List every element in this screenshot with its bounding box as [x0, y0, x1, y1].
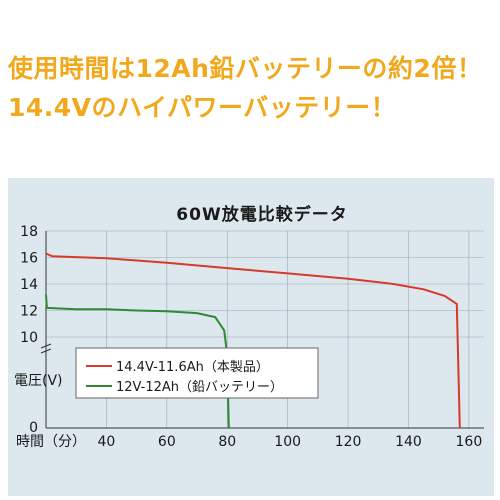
x-tick-label: 140 [395, 434, 422, 450]
headline-line-2: 14.4Vのハイパワーバッテリー！ [8, 93, 397, 122]
tick-labels: 10 12 14 16 18 0 40 60 80 100 120 140 160 [20, 224, 482, 450]
legend-label-green: 12V-12Ah（鉛バッテリー） [116, 380, 283, 395]
chart-panel: 60W放電比較データ 10 12 14 16 18 0 40 60 80 100 120 140 160… [8, 178, 494, 496]
y-tick-label: 10 [20, 330, 38, 346]
axis-break-mark [40, 343, 52, 349]
x-axis-label: 時間（分） [16, 434, 86, 450]
legend-label-red: 14.4V-11.6Ah（本製品） [116, 360, 269, 375]
x-tick-label: 40 [97, 434, 115, 450]
axis-break-mark [40, 348, 52, 354]
legend-box [75, 347, 319, 399]
chart-title: 60W放電比較データ [176, 204, 347, 225]
discharge-chart: 60W放電比較データ 10 12 14 16 18 0 40 60 80 100 120 140 160… [14, 204, 484, 450]
y-tick-label: 18 [20, 224, 38, 240]
x-tick-label: 100 [274, 434, 301, 450]
series-line-0 [45, 252, 461, 429]
y-axis-label: 電圧(V) [14, 373, 63, 389]
y-tick-label: 0 [29, 420, 38, 436]
x-tick-label: 120 [335, 434, 362, 450]
x-tick-label: 160 [456, 434, 483, 450]
axes [40, 231, 484, 429]
x-tick-label: 80 [218, 434, 236, 450]
x-tick-label: 60 [158, 434, 176, 450]
y-tick-label: 14 [20, 277, 38, 293]
y-tick-label: 12 [20, 304, 38, 320]
legend: 14.4V-11.6Ah（本製品） 12V-12Ah（鉛バッテリー） [75, 347, 319, 399]
headline-line-1: 使用時間は12Ah鉛バッテリーの約2倍！ [8, 54, 483, 83]
series-lines [45, 252, 461, 429]
series-line-1 [45, 294, 230, 429]
y-tick-label: 16 [20, 251, 38, 267]
